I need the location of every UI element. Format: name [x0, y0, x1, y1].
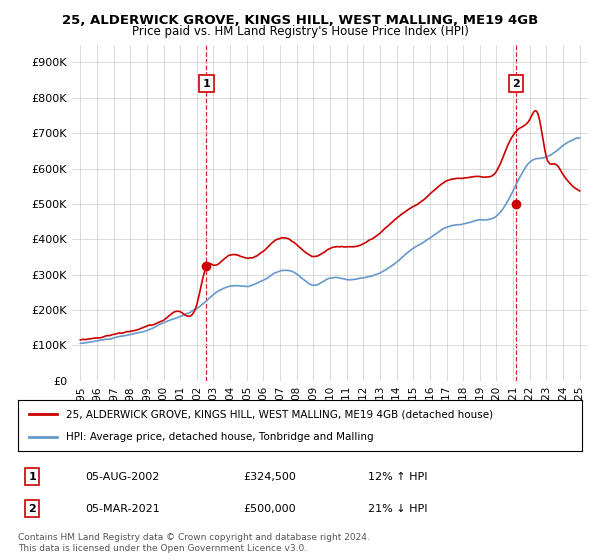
- Text: Price paid vs. HM Land Registry's House Price Index (HPI): Price paid vs. HM Land Registry's House …: [131, 25, 469, 38]
- Text: 2: 2: [28, 504, 36, 514]
- Text: 2: 2: [512, 79, 520, 88]
- Text: £324,500: £324,500: [244, 472, 296, 482]
- Text: 12% ↑ HPI: 12% ↑ HPI: [368, 472, 427, 482]
- Text: 1: 1: [28, 472, 36, 482]
- Text: 25, ALDERWICK GROVE, KINGS HILL, WEST MALLING, ME19 4GB (detached house): 25, ALDERWICK GROVE, KINGS HILL, WEST MA…: [66, 409, 493, 419]
- Text: 21% ↓ HPI: 21% ↓ HPI: [368, 504, 427, 514]
- Text: HPI: Average price, detached house, Tonbridge and Malling: HPI: Average price, detached house, Tonb…: [66, 432, 374, 442]
- Text: 05-AUG-2002: 05-AUG-2002: [86, 472, 160, 482]
- Text: 25, ALDERWICK GROVE, KINGS HILL, WEST MALLING, ME19 4GB: 25, ALDERWICK GROVE, KINGS HILL, WEST MA…: [62, 14, 538, 27]
- Text: Contains HM Land Registry data © Crown copyright and database right 2024.
This d: Contains HM Land Registry data © Crown c…: [18, 533, 370, 553]
- Text: 1: 1: [203, 79, 211, 88]
- Text: 05-MAR-2021: 05-MAR-2021: [86, 504, 160, 514]
- Text: £500,000: £500,000: [244, 504, 296, 514]
